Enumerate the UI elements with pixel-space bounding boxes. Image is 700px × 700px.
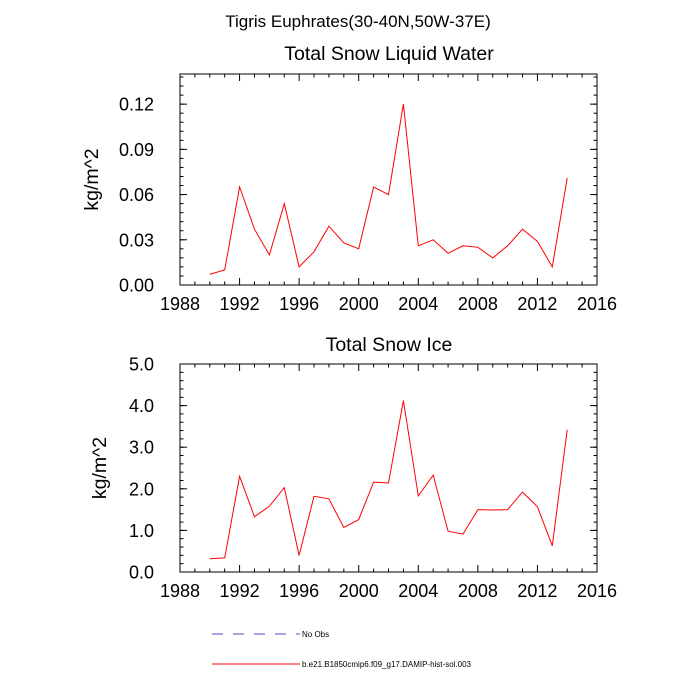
- y-tick-label: 4.0: [129, 396, 154, 416]
- x-tick-label: 2004: [398, 581, 438, 601]
- y-tick-label: 0.00: [119, 276, 154, 296]
- panel-title: Total Snow Liquid Water: [284, 43, 494, 65]
- x-tick-label: 1988: [160, 581, 200, 601]
- legend-model-label: b.e21.B1850cmip6.f09_g17.DAMIP-hist-sol.…: [302, 660, 472, 669]
- x-tick-label: 1992: [220, 294, 260, 314]
- y-tick-label: 0.12: [119, 95, 154, 115]
- legend-obs-label: No Obs: [302, 630, 329, 639]
- y-tick-label: 2.0: [129, 479, 154, 499]
- x-tick-label: 2008: [458, 294, 498, 314]
- y-tick-label: 5.0: [129, 355, 154, 375]
- plot-frame: [179, 363, 598, 573]
- y-tick-label: 0.0: [129, 563, 154, 583]
- series-line: [209, 104, 568, 275]
- series-line: [209, 400, 568, 560]
- panel-snow-ice: Total Snow Ice 1988 1992 1996 2000 2004 2008 2…: [89, 334, 617, 601]
- x-tick-label: 2004: [398, 294, 438, 314]
- y-tick-label: 0.06: [119, 185, 154, 205]
- x-tick-label: 1992: [220, 581, 260, 601]
- y-tick-label: 0.09: [119, 140, 154, 160]
- x-tick-label: 2012: [517, 581, 557, 601]
- x-tick-label: 2016: [577, 294, 617, 314]
- figure-title: Tigris Euphrates(30-40N,50W-37E): [225, 12, 491, 31]
- y-tick-label: 1.0: [129, 521, 154, 541]
- plot-frame: [179, 73, 598, 286]
- panel-title: Total Snow Ice: [326, 334, 453, 356]
- y-tick-label: 0.03: [119, 230, 154, 250]
- x-tick-label: 2012: [517, 294, 557, 314]
- x-tick-label: 1996: [279, 581, 319, 601]
- y-tick-label: 3.0: [129, 438, 154, 458]
- x-tick-label: 1988: [160, 294, 200, 314]
- y-axis-label: kg/m^2: [81, 148, 103, 210]
- x-tick-label: 2016: [577, 581, 617, 601]
- legend: No Obs b.e21.B1850cmip6.f09_g17.DAMIP-hi…: [212, 630, 472, 669]
- y-axis-label: kg/m^2: [89, 437, 111, 499]
- x-tick-label: 2008: [458, 581, 498, 601]
- x-tick-label: 2000: [339, 294, 379, 314]
- x-tick-label: 2000: [339, 581, 379, 601]
- x-tick-label: 1996: [279, 294, 319, 314]
- panel-snow-liquid-water: Total Snow Liquid Water 1988 1992 1996 2000…: [81, 43, 617, 314]
